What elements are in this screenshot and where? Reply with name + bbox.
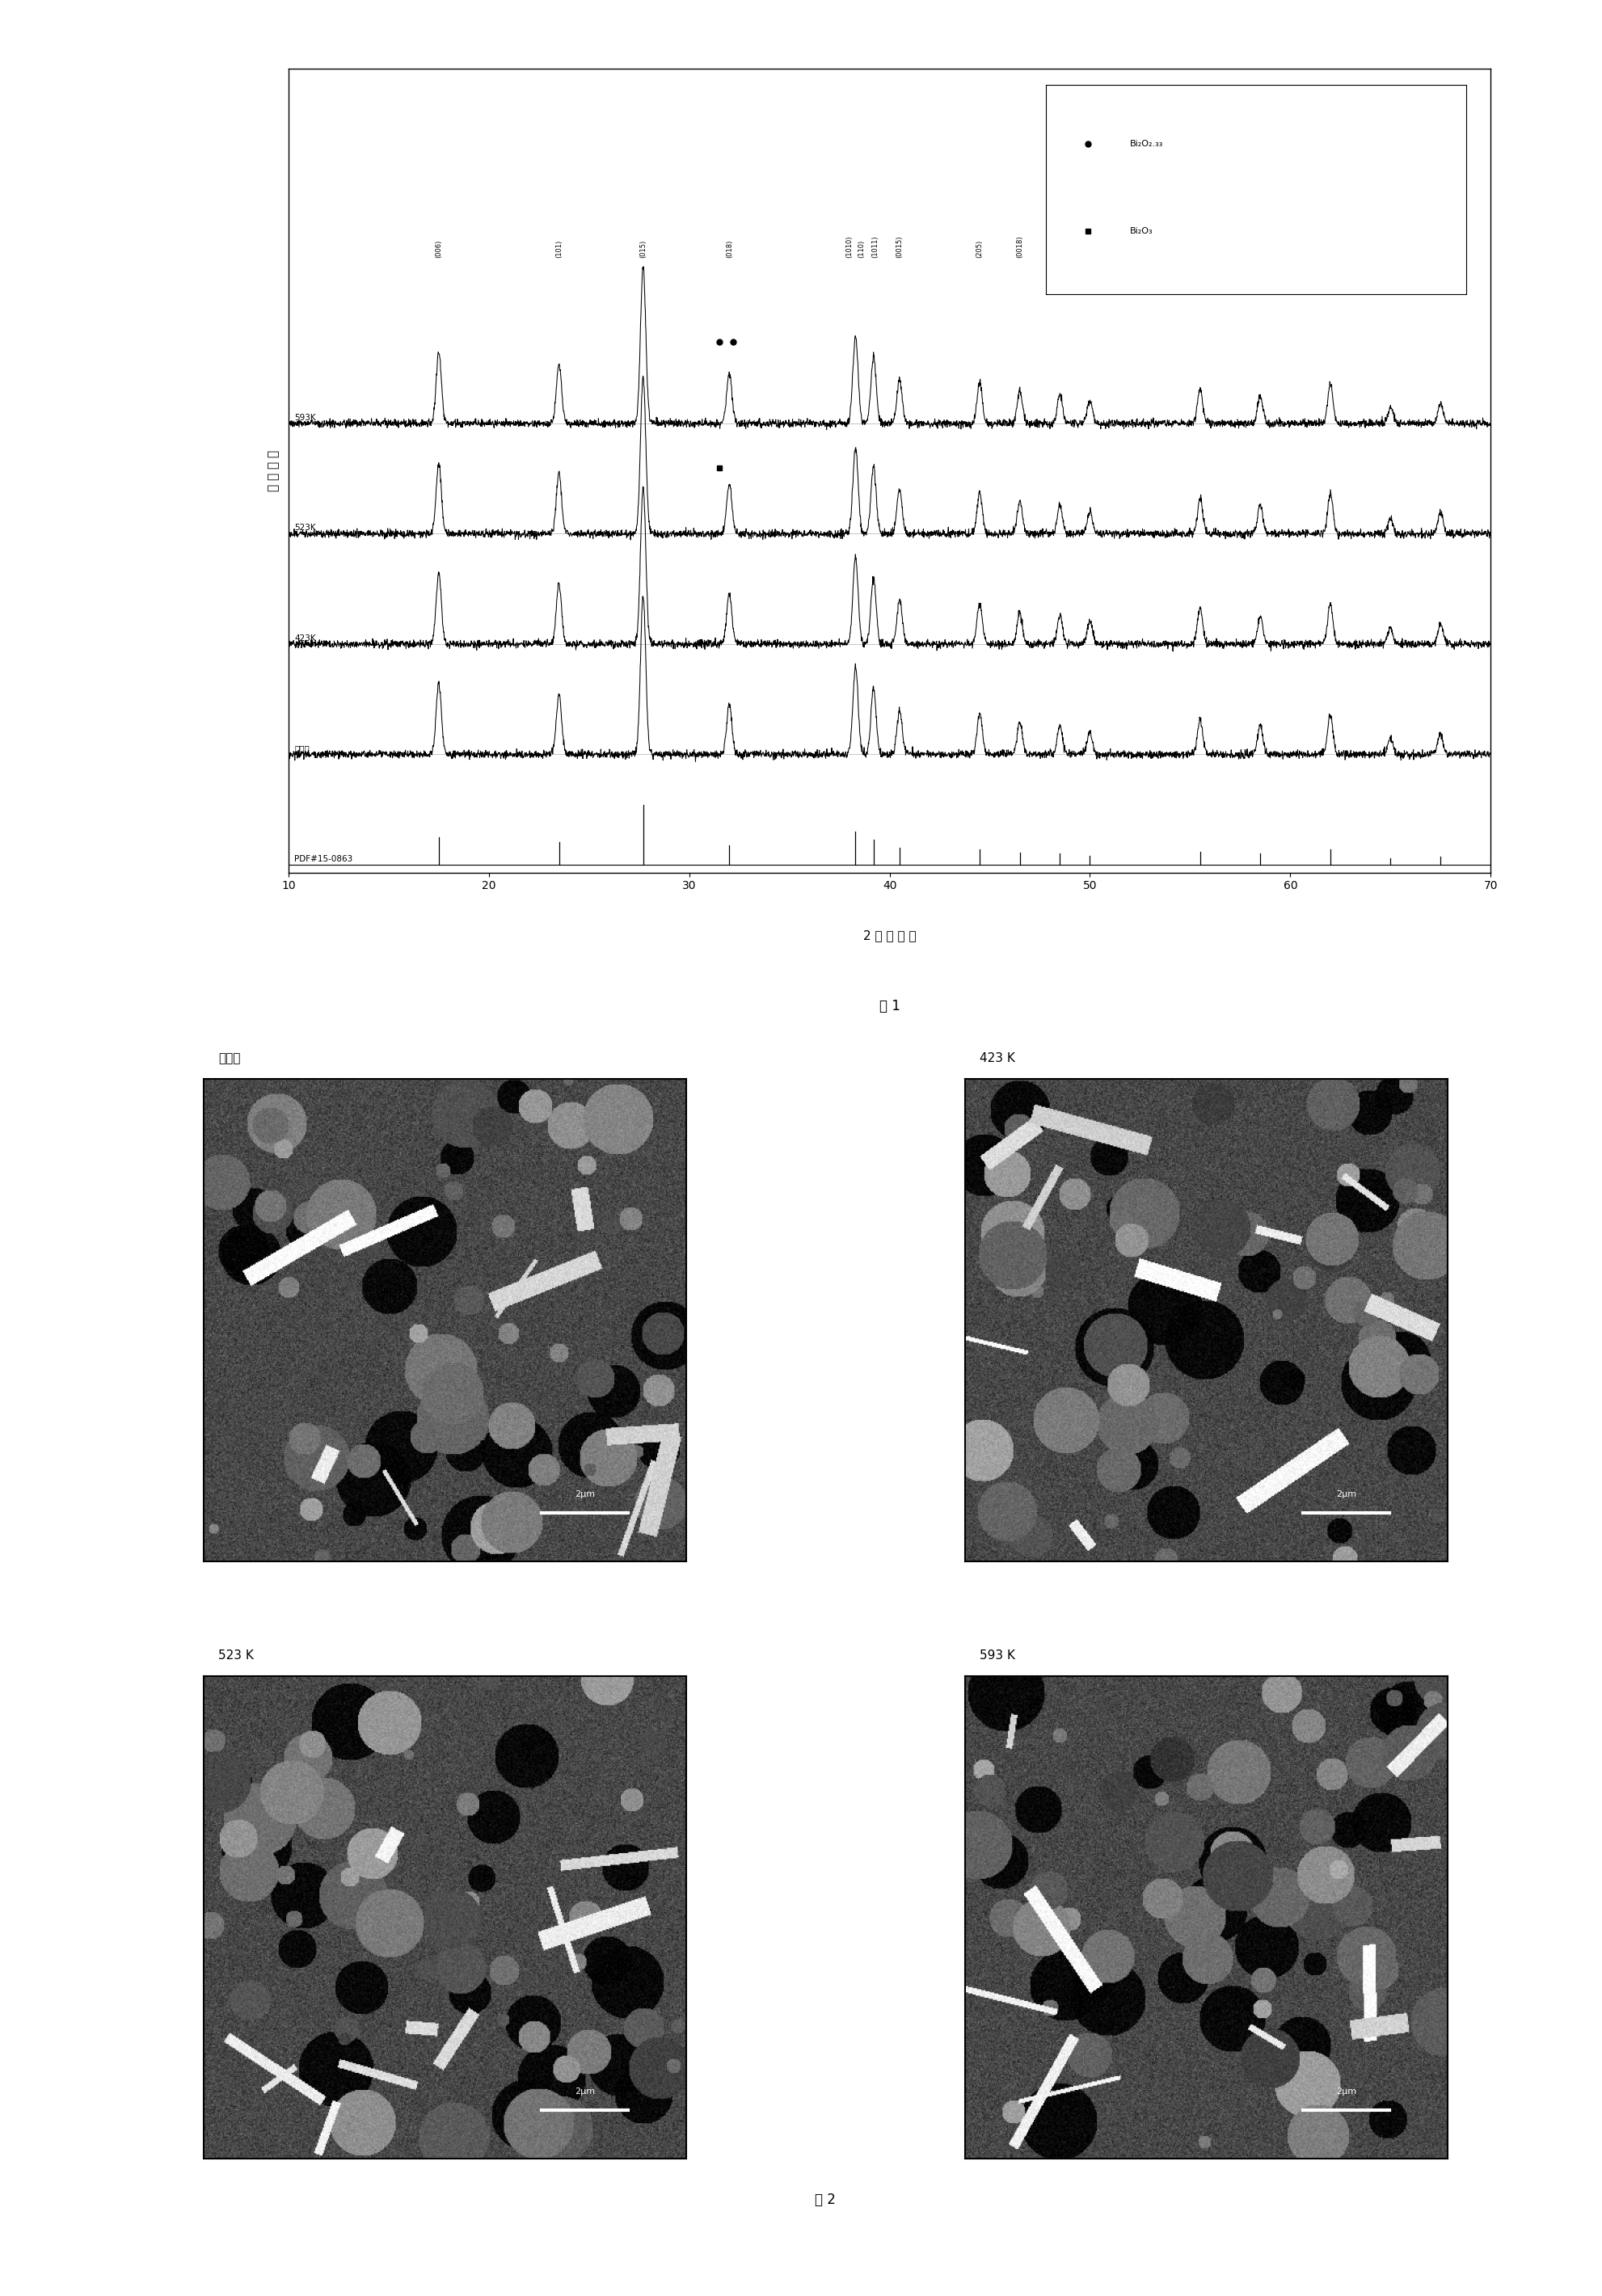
Text: 2μm: 2μm	[1334, 2087, 1355, 2096]
Text: 图 1: 图 1	[878, 999, 900, 1013]
Text: 523 K: 523 K	[218, 1649, 253, 1662]
Text: (1010): (1010)	[846, 236, 852, 257]
Text: 未退火: 未退火	[295, 744, 309, 753]
Text: (015): (015)	[639, 241, 647, 257]
Text: PDF#15-0863: PDF#15-0863	[295, 854, 352, 863]
Text: (125): (125)	[1256, 241, 1264, 257]
Text: (110): (110)	[857, 241, 865, 257]
Text: 2μm: 2μm	[1334, 1490, 1355, 1499]
Text: (0015): (0015)	[896, 236, 904, 257]
Text: (0120): (0120)	[1326, 236, 1333, 257]
Text: 593 K: 593 K	[979, 1649, 1014, 1662]
Text: 图 2: 图 2	[814, 2193, 836, 2206]
Text: (1011): (1011)	[871, 236, 879, 257]
Text: 593K: 593K	[295, 413, 316, 422]
Text: 423K: 423K	[295, 634, 316, 643]
Text: 523K: 523K	[295, 523, 316, 533]
Text: 2μm: 2μm	[574, 2087, 594, 2096]
Text: 2 倍 衍 射 角: 2 倍 衍 射 角	[862, 930, 916, 941]
Text: 2μm: 2μm	[574, 1490, 594, 1499]
Text: (006): (006)	[434, 239, 442, 257]
Text: 未退火: 未退火	[218, 1052, 240, 1065]
Text: (0210): (0210)	[1056, 236, 1064, 257]
Text: (1115): (1115)	[1195, 236, 1203, 257]
Text: (205): (205)	[976, 241, 984, 257]
Text: (101): (101)	[554, 241, 562, 257]
Text: (018): (018)	[726, 239, 732, 257]
Y-axis label: 衍 射 强 度: 衍 射 强 度	[268, 450, 279, 491]
Text: 423 K: 423 K	[979, 1052, 1014, 1065]
Text: (0018): (0018)	[1016, 236, 1024, 257]
